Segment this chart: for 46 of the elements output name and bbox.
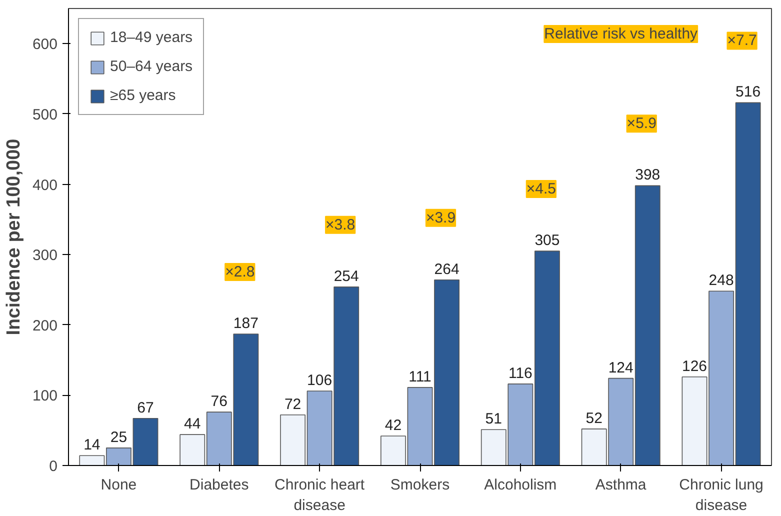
data-label: 516 [736, 84, 761, 101]
annotation: ×3.8 [326, 216, 356, 234]
y-tick-label: 400 [32, 176, 58, 194]
annotation: ×2.8 [225, 264, 255, 281]
data-label: 398 [635, 166, 660, 184]
y-axis-title: Incidence per 100,000 [3, 138, 24, 336]
x-tick-label: None [100, 476, 137, 494]
data-label: 67 [137, 399, 154, 416]
x-tick-label: Chronic lung disease [679, 476, 764, 514]
data-label: 25 [110, 428, 128, 446]
x-tick-label: Smokers [390, 476, 450, 494]
data-label: 52 [586, 410, 602, 427]
annotation: ×4.5 [526, 180, 556, 198]
data-label: 248 [708, 272, 734, 290]
legend-label: ≥65 years [110, 87, 176, 104]
y-tick-label: 600 [32, 36, 58, 54]
y-tick-label: 100 [32, 388, 58, 405]
x-tick-label: Chronic heart disease [274, 476, 366, 514]
data-label: 254 [334, 268, 359, 285]
data-label: 264 [434, 260, 460, 278]
data-label: 111 [408, 368, 432, 386]
legend-label: 18–49 years [110, 29, 193, 46]
data-label: 116 [508, 364, 532, 382]
data-label: 126 [682, 358, 708, 375]
annotation: Relative risk vs healthy [544, 26, 698, 42]
x-tick-label: Diabetes [190, 476, 249, 494]
data-label: 76 [210, 393, 228, 410]
annotation: ×3.9 [426, 209, 456, 226]
data-label: 106 [307, 372, 332, 389]
x-tick-label: Asthma [595, 476, 647, 494]
y-tick-label: 200 [32, 317, 58, 334]
data-label: 305 [534, 232, 560, 250]
y-tick-label: 300 [32, 247, 58, 264]
data-label: 72 [284, 396, 302, 413]
annotation: ×5.9 [626, 115, 656, 132]
data-label: 124 [608, 359, 634, 376]
x-tick-label: Alcoholism [484, 476, 557, 494]
data-label: 14 [84, 436, 100, 454]
y-tick-label: 0 [49, 458, 58, 475]
data-label: 51 [485, 410, 502, 428]
legend-label: 50–64 years [110, 58, 193, 75]
data-label: 42 [384, 416, 402, 434]
data-label: 44 [184, 416, 201, 433]
data-label: 187 [233, 315, 258, 332]
y-tick-label: 500 [32, 106, 58, 124]
annotation: ×7.7 [727, 32, 757, 50]
